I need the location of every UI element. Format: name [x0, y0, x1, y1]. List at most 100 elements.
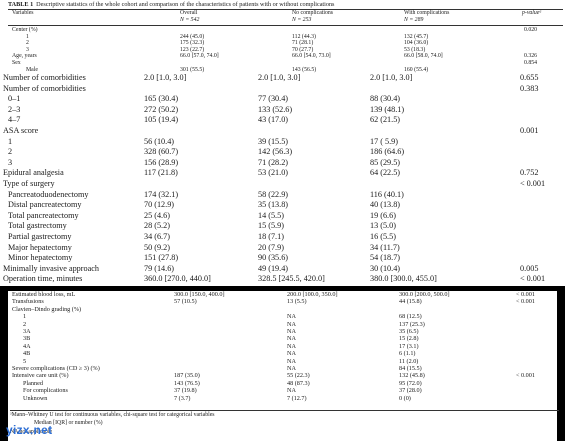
cell-no-complications: 58 (22.9): [258, 189, 289, 199]
cell-with-complications: 160 (55.4): [404, 66, 429, 73]
cell-no-complications: 328.5 [245.5, 420.0]: [258, 274, 325, 284]
row-label: 4B: [23, 350, 31, 358]
row-label: 1: [26, 33, 29, 40]
header-with-complications: With complications N = 289: [404, 10, 450, 23]
table-row: Type of surgery < 0.001: [0, 179, 565, 191]
cell-with-complications: 16 (5.5): [370, 232, 396, 241]
row-label: Planned: [23, 379, 43, 387]
table-row: Estimated blood loss, mL 300.0 [150.0, 40…: [0, 291, 565, 299]
cell-with-complications: 37 (28.0): [399, 387, 422, 395]
cell-pvalue: < 0.001: [520, 274, 546, 284]
table-row: Planned 143 (76.5) 48 (87.3) 95 (72.0): [0, 380, 565, 388]
scan-edge-right: [557, 286, 565, 441]
cell-with-complications: 64 (22.5): [370, 168, 401, 178]
cell-pvalue: < 0.001: [516, 372, 535, 380]
cell-with-complications: 300.0 [200.0, 500.0]: [399, 291, 450, 298]
cell-no-complications: 142 (56.3): [258, 147, 293, 157]
row-label: Pancreatoduodenectomy: [8, 189, 89, 199]
table-row: Number of comorbidities 2.0 [1.0, 3.0] 2.0…: [0, 73, 565, 85]
footnote-3: NA not applicable: [10, 429, 53, 435]
row-label: Clavien–Dindo grading (%): [12, 305, 82, 313]
cell-overall: 57 (10.5): [174, 298, 197, 306]
row-label: 0–1: [8, 94, 21, 104]
cell-with-complications: 0 (0): [399, 394, 411, 402]
row-label: For complications: [23, 387, 68, 395]
cell-no-complications: 71 (28.2): [258, 157, 289, 167]
cell-with-complications: 35 (6.5): [399, 328, 419, 335]
cell-overall: 7 (3.7): [174, 394, 191, 402]
cell-no-complications: NA: [287, 313, 296, 321]
header-overall: Overall N = 542: [180, 10, 200, 23]
row-label: 1: [23, 313, 27, 321]
row-label: 2–3: [8, 104, 21, 114]
cell-no-complications: 20 (7.9): [258, 242, 284, 252]
cell-pvalue: < 0.001: [516, 291, 535, 298]
cell-with-complications: 6 (1.1): [399, 350, 416, 358]
cell-overall: 70 (12.9): [144, 200, 175, 210]
cell-no-complications: 18 (7.1): [258, 232, 284, 241]
cell-no-complications: 55 (22.3): [287, 372, 310, 380]
cell-pvalue: 0.005: [520, 263, 539, 273]
top-rule: [8, 9, 563, 10]
cell-overall: 79 (14.6): [144, 263, 175, 273]
cell-no-complications: 48 (87.3): [287, 379, 310, 387]
row-label: 4A: [23, 342, 31, 350]
cell-no-complications: 39 (15.5): [258, 136, 289, 146]
cell-no-complications: 70 (27.7): [292, 46, 314, 53]
row-label: Minor hepatectomy: [8, 253, 73, 263]
watermark: yizx.net: [6, 423, 53, 437]
row-label: 4–7: [8, 115, 21, 125]
cell-with-complications: 380.0 [300.0, 455.0]: [370, 274, 437, 284]
row-label: Number of comorbidities: [3, 73, 86, 82]
row-label: Total gastrectomy: [8, 221, 67, 231]
row-label: 2: [23, 320, 27, 328]
cell-pvalue: 0.854: [524, 60, 538, 66]
cell-with-complications: 17 ( 5.9): [370, 136, 398, 146]
cell-no-complications: 71 (28.1): [292, 40, 314, 47]
cell-pvalue: 0.655: [520, 73, 539, 82]
row-label: Sex: [12, 60, 21, 66]
table-row: Pancreatoduodenectomy 174 (32.1) 58 (22.9)…: [0, 190, 565, 202]
table-row: Age, years 66.0 [57.0, 74.0] 66.0 [54.0, 7…: [0, 53, 565, 60]
row-label: 3A: [23, 328, 31, 335]
row-label: Type of surgery: [3, 179, 55, 188]
table-row: Unknown 7 (3.7) 7 (12.7) 0 (0): [0, 395, 565, 403]
cell-no-complications: 14 (5.5): [258, 210, 284, 220]
table-row: 1 NA 68 (12.5): [0, 313, 565, 321]
cell-with-complications: 104 (36.0): [404, 40, 429, 47]
cell-no-complications: NA: [287, 342, 296, 350]
table-row: 4A NA 17 (3.1): [0, 343, 565, 351]
table-row: 5 NA 11 (2.0): [0, 358, 565, 366]
cell-no-complications: NA: [287, 365, 296, 372]
cell-overall: 25 (4.6): [144, 210, 170, 220]
row-label: Partial gastrectomy: [8, 232, 72, 241]
row-label: Minimally invasive approach: [3, 263, 99, 273]
cell-with-complications: 68 (12.5): [399, 313, 422, 321]
cell-with-complications: 132 (45.7): [404, 33, 429, 40]
cell-no-complications: NA: [287, 387, 296, 395]
cell-with-complications: 139 (48.1): [370, 104, 405, 114]
cell-overall: 123 (22.7): [180, 46, 205, 53]
cell-overall: 2.0 [1.0, 3.0]: [144, 73, 187, 82]
row-label: 2: [8, 147, 13, 157]
table-row: Partial gastrectomy 34 (6.7) 18 (7.1) 16 (5…: [0, 232, 565, 244]
cell-with-complications: 19 (6.6): [370, 210, 396, 220]
cell-with-complications: 132 (45.8): [399, 372, 425, 380]
cell-no-complications: NA: [287, 357, 296, 365]
cell-overall: 105 (19.4): [144, 115, 179, 125]
row-label: 2: [26, 40, 29, 47]
cell-no-complications: NA: [287, 320, 296, 328]
cell-with-complications: 116 (40.1): [370, 189, 404, 199]
table-row: Transfusions 57 (10.5) 13 (5.5) 44 (15.8) < …: [0, 298, 565, 306]
cell-with-complications: 15 (2.8): [399, 335, 419, 343]
cell-with-complications: 95 (72.0): [399, 379, 422, 387]
table-caption: TABLE 1 Descriptive statistics of the who…: [8, 1, 334, 8]
cell-no-complications: 53 (21.0): [258, 168, 289, 178]
row-label: Center (%): [12, 27, 38, 33]
cell-overall: 66.0 [57.0, 74.0]: [180, 53, 219, 60]
table-row: Major hepatectomy 50 (9.2) 20 (7.9) 34 (11.…: [0, 243, 565, 255]
row-label: 5: [23, 357, 27, 365]
cell-with-complications: 62 (21.5): [370, 115, 401, 125]
table-row: Epidural analgesia 117 (21.8) 53 (21.0) 64 …: [0, 168, 565, 180]
cell-overall: 28 (5.2): [144, 221, 170, 231]
